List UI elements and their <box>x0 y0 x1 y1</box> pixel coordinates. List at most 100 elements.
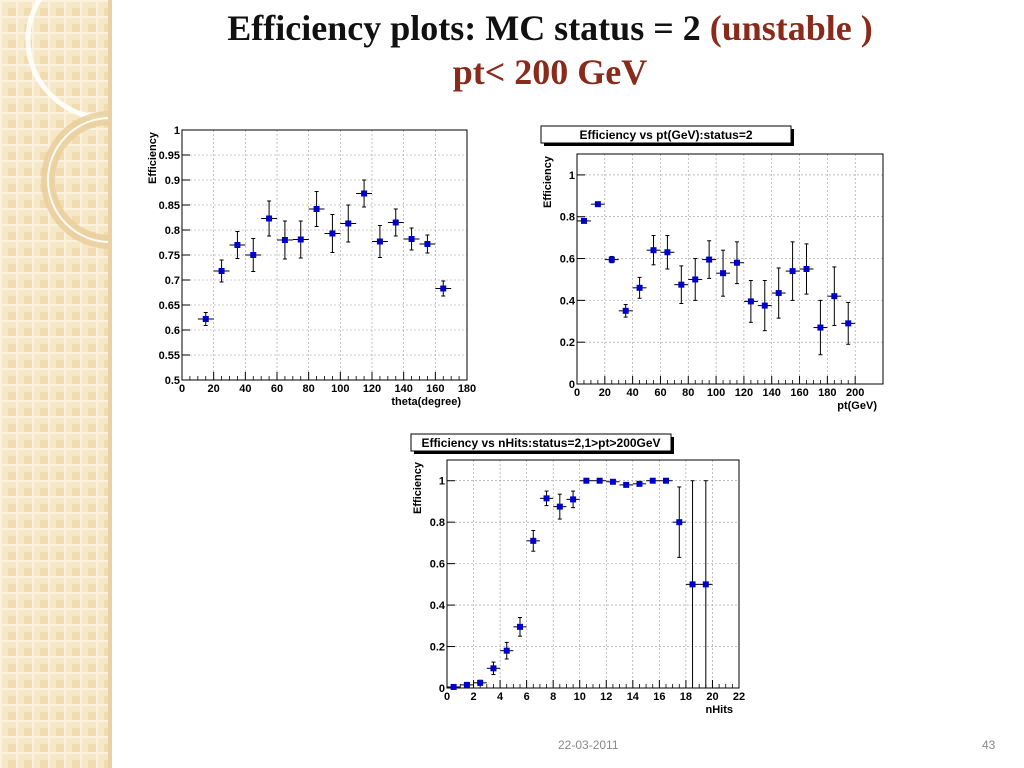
data-point <box>606 478 620 485</box>
y-axis: 0 0.2 0.4 0.6 0.8 1 Efficiency <box>412 461 455 695</box>
x-axis-label: pt(GeV) <box>837 400 877 412</box>
data-marker <box>678 281 685 288</box>
y-tick-label: 0.2 <box>560 337 575 349</box>
y-tick-label: 0.55 <box>159 350 180 362</box>
data-point <box>577 217 591 224</box>
x-tick-label: 6 <box>524 691 530 703</box>
data-point <box>419 234 436 254</box>
data-point <box>579 477 593 484</box>
data-marker <box>831 293 838 300</box>
x-tick-label: 20 <box>599 387 611 399</box>
x-tick-label: 140 <box>763 387 781 399</box>
data-point <box>460 681 474 688</box>
x-tick-label: 120 <box>363 383 381 395</box>
y-tick-label: 1 <box>439 476 445 488</box>
data-point <box>841 301 856 345</box>
efficiency-vs-nhits-chart: Efficiency vs nHits:status=2,1>pt>200GeV… <box>410 433 745 716</box>
data-marker <box>706 256 713 263</box>
y-tick-label: 0.2 <box>430 642 445 654</box>
data-point <box>702 240 717 279</box>
data-points <box>577 201 856 356</box>
data-points <box>197 179 452 326</box>
data-point <box>292 220 309 259</box>
data-marker <box>463 681 470 688</box>
x-tick-label: 0 <box>444 691 450 703</box>
data-marker <box>440 285 447 292</box>
chart-title-shadow <box>671 437 674 453</box>
x-tick-label: 20 <box>208 383 220 395</box>
data-marker <box>663 477 669 484</box>
data-point <box>590 201 605 208</box>
data-point <box>659 477 673 484</box>
y-tick-label: 0.9 <box>165 175 180 187</box>
data-marker <box>218 268 225 274</box>
x-tick-label: 140 <box>394 383 412 395</box>
data-point <box>372 225 388 258</box>
data-marker <box>329 230 336 237</box>
data-point <box>277 220 293 260</box>
data-point <box>486 661 501 676</box>
data-point <box>604 255 619 264</box>
data-point <box>213 259 230 283</box>
data-marker <box>570 496 577 503</box>
data-point <box>324 214 341 253</box>
data-marker <box>543 495 550 502</box>
data-marker <box>234 242 241 248</box>
chart-title-box: Efficiency vs pt(GeV):status=2 <box>540 125 794 146</box>
data-point <box>813 299 828 356</box>
data-marker <box>676 519 683 526</box>
data-points <box>447 477 713 690</box>
x-tick-label: 80 <box>303 383 315 395</box>
data-marker <box>747 298 754 305</box>
y-axis: 0 0.2 0.4 0.6 0.8 1 Efficiency <box>542 155 585 391</box>
data-point <box>566 490 580 509</box>
chart-title: Efficiency vs nHits:status=2,1>pt>200GeV <box>421 436 660 450</box>
data-point <box>799 243 814 295</box>
data-point <box>674 265 689 304</box>
y-tick-label: 0.65 <box>159 300 180 312</box>
data-marker <box>817 324 824 331</box>
data-point <box>646 477 660 484</box>
data-point <box>743 280 758 323</box>
y-axis: 0.5 0.55 0.6 0.65 0.7 0.75 0.8 0.85 0.9 0.95 1 Effi… <box>147 125 190 387</box>
x-tick-label: 12 <box>600 691 612 703</box>
data-point <box>730 241 744 285</box>
data-marker <box>608 256 615 263</box>
data-marker <box>580 217 587 224</box>
data-point <box>500 641 514 660</box>
y-tick-label: 0 <box>439 683 445 695</box>
sidebar-decoration <box>0 0 112 768</box>
data-marker <box>594 201 601 208</box>
data-marker <box>692 276 699 283</box>
y-tick-label: 0.7 <box>165 275 180 287</box>
x-tick-label: 22 <box>733 691 745 703</box>
slide-title: Efficiency plots: MC status = 2 (unstabl… <box>120 6 980 94</box>
x-tick-label: 40 <box>627 387 639 399</box>
data-marker <box>761 302 768 309</box>
data-point <box>618 304 633 318</box>
data-point <box>771 267 786 319</box>
data-marker <box>392 219 399 226</box>
data-marker <box>789 268 796 275</box>
data-marker <box>313 206 320 212</box>
x-tick-label: 60 <box>271 383 283 395</box>
data-marker <box>490 665 497 672</box>
x-tick-label: 8 <box>550 691 556 703</box>
y-tick-label: 0.4 <box>560 295 576 307</box>
data-marker <box>775 290 782 297</box>
data-marker <box>202 316 209 322</box>
data-point <box>387 208 404 237</box>
data-marker <box>720 270 727 277</box>
data-point <box>261 200 277 237</box>
y-tick-label: 0.6 <box>560 254 575 266</box>
efficiency-vs-pt-chart: Efficiency vs pt(GeV):status=2 0 20 40 60 80 1… <box>540 125 884 412</box>
data-point <box>356 179 372 208</box>
data-marker <box>702 581 709 588</box>
x-tick-label: 180 <box>818 387 836 399</box>
x-tick-label: 18 <box>680 691 692 703</box>
x-tick-label: 60 <box>654 387 666 399</box>
data-marker <box>408 236 415 242</box>
data-point <box>827 266 842 326</box>
x-axis-label: theta(degree) <box>391 396 461 408</box>
